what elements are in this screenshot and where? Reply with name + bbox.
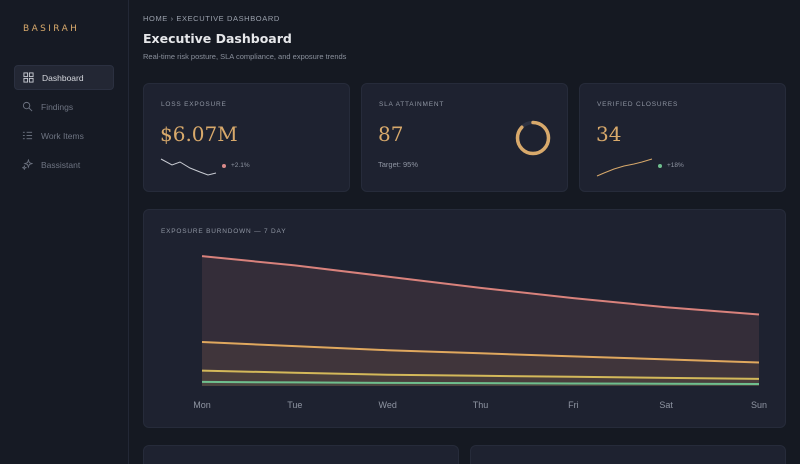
sidebar-nav: Dashboard Findings Work Items Bassistant (14, 65, 114, 181)
x-tick-label: Wed (378, 400, 396, 410)
sidebar-item-label: Work Items (41, 130, 84, 141)
exposure-burndown-card: EXPOSURE BURNDOWN — 7 DAY Mon Tue Wed Thu Fr… (143, 209, 786, 428)
trend-dot (658, 163, 662, 168)
trend-value: +2.1% (231, 162, 250, 169)
loss-trend: +2.1% (222, 162, 250, 169)
page-title: Executive Dashboard (143, 31, 292, 46)
sidebar-item-label: Findings (41, 101, 74, 112)
kpi-label: SLA ATTAINMENT (379, 101, 445, 108)
brand-logo[interactable]: BASIRAH (23, 24, 80, 34)
verified-closures-card[interactable]: VERIFIED CLOSURES 34 +18% (579, 83, 786, 192)
loss-exposure-card[interactable]: LOSS EXPOSURE $6.07M +2.1% (143, 83, 350, 192)
kpi-value: $6.07M (160, 122, 238, 146)
loss-sparkline (160, 158, 217, 176)
sidebar: BASIRAH Dashboard Findings Work Items (0, 0, 129, 464)
grid-icon (23, 72, 34, 83)
series-line-0[interactable] (201, 255, 760, 316)
series-line-2[interactable] (201, 369, 760, 380)
donut-progress (515, 120, 551, 156)
sla-target: Target: 95% (378, 160, 419, 169)
x-tick-label: Mon (193, 400, 211, 410)
x-tick-label: Sat (659, 400, 673, 410)
series-area-0 (202, 256, 759, 386)
bottom-right-card (470, 445, 786, 464)
kpi-value: 87 (378, 122, 404, 146)
kpi-label: LOSS EXPOSURE (161, 101, 227, 108)
series-line-3[interactable] (201, 380, 760, 385)
main-content: HOME › EXECUTIVE DASHBOARD Executive Das… (129, 0, 800, 464)
kpi-label: VERIFIED CLOSURES (597, 101, 679, 108)
bottom-left-card (143, 445, 459, 464)
x-tick-label: Thu (473, 400, 489, 410)
page-subtitle: Real-time risk posture, SLA compliance, … (143, 52, 347, 61)
sidebar-item-findings[interactable]: Findings (14, 94, 114, 119)
list-icon (22, 130, 33, 141)
trend-dot (222, 163, 226, 168)
search-icon (22, 101, 33, 112)
sla-attainment-card[interactable]: SLA ATTAINMENT 87 Target: 95% (361, 83, 568, 192)
closures-sparkline (596, 158, 653, 177)
kpi-value: 34 (596, 122, 622, 146)
sidebar-item-label: Dashboard (42, 72, 84, 83)
x-tick-label: Sun (751, 400, 767, 410)
series-area-1 (202, 342, 759, 386)
x-tick-label: Tue (287, 400, 302, 410)
sidebar-item-dashboard[interactable]: Dashboard (14, 65, 114, 90)
trend-value: +18% (667, 162, 684, 169)
sla-donut (515, 120, 551, 156)
x-tick-label: Fri (568, 400, 579, 410)
burndown-chart: Mon Tue Wed Thu Fri Sat Sun (193, 255, 767, 410)
sidebar-item-label: Bassistant (41, 159, 81, 170)
series-line-1[interactable] (201, 341, 760, 364)
sparkle-icon (22, 159, 33, 170)
breadcrumb[interactable]: HOME › EXECUTIVE DASHBOARD (143, 14, 280, 23)
closures-trend: +18% (658, 162, 684, 169)
sidebar-item-bassistant[interactable]: Bassistant (14, 152, 114, 177)
sidebar-item-work-items[interactable]: Work Items (14, 123, 114, 148)
chart-title: EXPOSURE BURNDOWN — 7 DAY (161, 228, 287, 235)
